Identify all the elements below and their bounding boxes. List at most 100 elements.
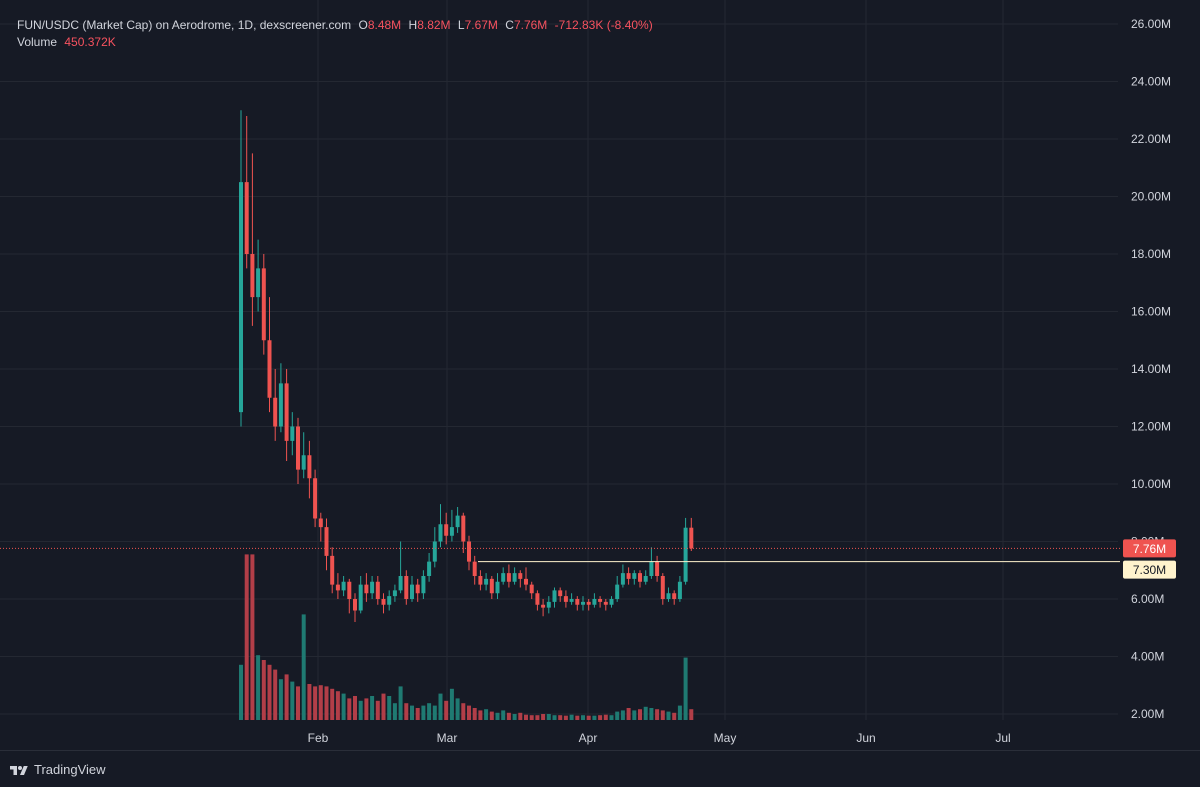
volume-bar <box>296 686 300 720</box>
volume-bar <box>375 700 380 720</box>
x-tick-label: Jul <box>995 731 1010 745</box>
tradingview-brand[interactable]: TradingView <box>10 762 106 777</box>
volume-bar <box>449 688 454 720</box>
candle <box>489 576 494 599</box>
candle <box>261 254 266 355</box>
candle <box>592 593 597 608</box>
candle <box>284 369 289 461</box>
volume-bar <box>609 715 614 720</box>
x-tick-label: Apr <box>579 731 598 745</box>
volume-bar <box>273 669 278 720</box>
volume-bar <box>518 712 523 720</box>
volume-bar <box>250 554 255 720</box>
candle <box>438 504 443 548</box>
candle <box>313 469 318 528</box>
time-axis[interactable]: Feb Mar Apr May Jun Jul <box>308 731 1011 745</box>
candle <box>615 576 620 602</box>
candle <box>620 564 625 588</box>
price-candles <box>239 110 694 622</box>
candle <box>546 596 551 614</box>
candle <box>290 412 295 456</box>
candle <box>358 576 363 614</box>
volume-bar <box>330 688 335 720</box>
volume-bar <box>638 709 642 720</box>
volume-bar <box>683 657 688 720</box>
volume-bar <box>615 711 620 720</box>
candle <box>638 570 642 588</box>
volume-bar <box>410 705 414 720</box>
candle <box>643 570 648 585</box>
candle <box>649 547 654 579</box>
volume-bar <box>649 708 654 720</box>
candle <box>609 596 614 608</box>
volume-bar <box>341 693 346 720</box>
candle <box>677 576 682 602</box>
candle <box>484 573 489 591</box>
horizontal-line-label: 7.30M <box>1133 563 1166 577</box>
y-tick-label: 4.00M <box>1131 650 1164 664</box>
candle <box>524 567 528 591</box>
volume-bar <box>501 710 506 720</box>
candle <box>239 110 243 427</box>
last-price-badge <box>1123 539 1176 558</box>
y-tick-label: 22.00M <box>1131 132 1171 146</box>
volume-bar <box>307 684 312 720</box>
x-tick-label: Mar <box>437 731 458 745</box>
volume-bar <box>558 715 563 720</box>
volume-bar <box>244 554 249 720</box>
volume-bar <box>467 705 471 720</box>
candle <box>410 576 414 602</box>
candle <box>666 587 671 602</box>
candle <box>563 590 568 608</box>
y-tick-label: 20.00M <box>1131 190 1171 204</box>
candle <box>626 567 631 585</box>
candle <box>569 593 574 605</box>
volume-bar <box>284 674 289 720</box>
chart-footer: TradingView <box>0 750 1200 787</box>
x-tick-label: May <box>714 731 737 745</box>
volume-bar <box>484 709 489 720</box>
last-price-label: 7.76M <box>1133 542 1166 556</box>
volume-bar <box>666 711 671 720</box>
volume-bars <box>239 554 694 720</box>
horizontal-line-badge <box>1123 560 1176 579</box>
volume-bar <box>358 700 363 720</box>
candle <box>575 596 580 611</box>
volume-bar <box>370 696 375 720</box>
y-tick-label: 10.00M <box>1131 477 1171 491</box>
volume-bar <box>592 715 597 720</box>
candle <box>318 512 323 542</box>
candle <box>415 578 420 602</box>
volume-bar <box>381 693 386 720</box>
volume-bar <box>512 714 517 720</box>
x-tick-label: Feb <box>308 731 329 745</box>
volume-bar <box>620 710 625 720</box>
volume-bar <box>603 714 608 720</box>
candle <box>364 573 369 602</box>
candle <box>683 517 688 585</box>
candle <box>370 576 375 599</box>
volume-bar <box>324 686 329 720</box>
candle <box>581 596 585 611</box>
volume-bar <box>506 712 511 720</box>
candle <box>256 239 261 312</box>
volume-bar <box>347 698 352 720</box>
volume-bar <box>472 708 477 720</box>
volume-bar <box>455 698 460 720</box>
candle <box>347 578 352 614</box>
volume-bar <box>301 614 306 720</box>
candle <box>660 573 665 605</box>
volume-bar <box>421 705 426 720</box>
y-tick-label: 12.00M <box>1131 420 1171 434</box>
volume-bar <box>672 712 677 720</box>
price-axis[interactable]: 2.00M4.00M6.00M8.00M10.00M12.00M14.00M16… <box>1123 17 1176 721</box>
grid-layer <box>0 0 1118 720</box>
volume-bar <box>387 696 392 720</box>
candle <box>455 507 460 533</box>
y-tick-label: 26.00M <box>1131 17 1171 31</box>
candle <box>598 596 603 608</box>
candle <box>632 570 637 585</box>
candle <box>273 369 278 441</box>
volume-bar <box>313 686 318 720</box>
